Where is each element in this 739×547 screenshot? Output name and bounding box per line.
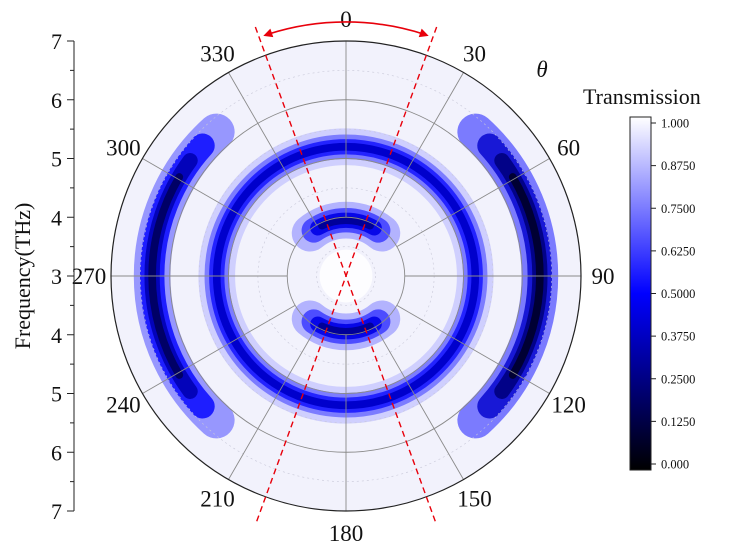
radial-axis: 7 6 5 4 3 4 5 6 7 (51, 29, 75, 524)
angle-tick-label: 270 (72, 264, 107, 289)
dashed-angle-line (254, 26, 438, 526)
annotation-lines (254, 21, 438, 526)
angle-tick-label: 330 (200, 41, 235, 66)
angle-arc-arrow (267, 21, 425, 36)
angle-tick-label: 90 (592, 264, 615, 289)
angle-tick-label: 30 (463, 41, 486, 66)
polar-boundary (110, 40, 582, 512)
colorbar-tick-label: 0.1250 (661, 415, 695, 429)
arrow-head (263, 28, 274, 38)
angle-tick-label: 60 (557, 136, 580, 161)
colorbar-tick-label: 1.000 (661, 117, 689, 131)
arrow-head (418, 28, 429, 38)
radial-tick-label: 7 (51, 499, 62, 524)
radial-tick-label: 6 (51, 88, 62, 113)
colorbar-tick-label: 0.000 (661, 458, 689, 472)
grid-spoke (228, 326, 318, 480)
grid-spoke (142, 158, 296, 248)
radial-tick-label: 5 (51, 382, 62, 407)
radial-tick-label: 3 (51, 264, 62, 289)
colorbar-tick-label: 0.8750 (661, 159, 695, 173)
angle-tick-label: 240 (106, 393, 141, 418)
angular-tick-labels: 0 30 60 90 120 150 180 210 240 270 300 330 (72, 7, 615, 546)
colorbar-title: Transmission (583, 84, 701, 109)
angle-tick-label: 210 (200, 487, 235, 512)
heatmap-arc-band (318, 216, 374, 230)
colorbar-tick-label: 0.5000 (661, 287, 695, 301)
radial-tick-label: 6 (51, 440, 62, 465)
angle-tick-label: 300 (106, 136, 141, 161)
angular-axis-label: θ (536, 57, 547, 82)
radial-tick-label: 7 (51, 29, 62, 54)
grid-minor-circle (316, 246, 376, 306)
grid-spoke (374, 326, 464, 480)
angle-tick-label: 150 (457, 487, 492, 512)
heatmap-arc-band (318, 322, 374, 336)
angle-tick-label: 180 (329, 521, 364, 546)
angle-tick-label: 0 (340, 7, 352, 32)
grid-spoke (396, 158, 550, 248)
colorbar (629, 116, 652, 471)
radial-tick-label: 4 (51, 323, 62, 348)
radial-tick-label: 5 (51, 147, 62, 172)
radial-axis-label: Frequency(THz) (10, 203, 35, 350)
polar-grid (111, 41, 581, 511)
colorbar-tick-label: 0.2500 (661, 372, 695, 386)
grid-spoke (396, 304, 550, 394)
grid-spoke (142, 304, 296, 394)
colorbar-tick-label: 0.7500 (661, 202, 695, 216)
grid-spoke (228, 72, 318, 226)
grid-spoke (374, 72, 464, 226)
angle-tick-label: 120 (551, 393, 586, 418)
colorbar-tick-label: 0.6250 (661, 244, 695, 258)
colorbar-ticks: 1.000 0.8750 0.7500 0.6250 0.5000 0.3750 0.250… (651, 117, 695, 472)
colorbar-tick-label: 0.3750 (661, 330, 695, 344)
radial-tick-label: 4 (51, 205, 62, 230)
